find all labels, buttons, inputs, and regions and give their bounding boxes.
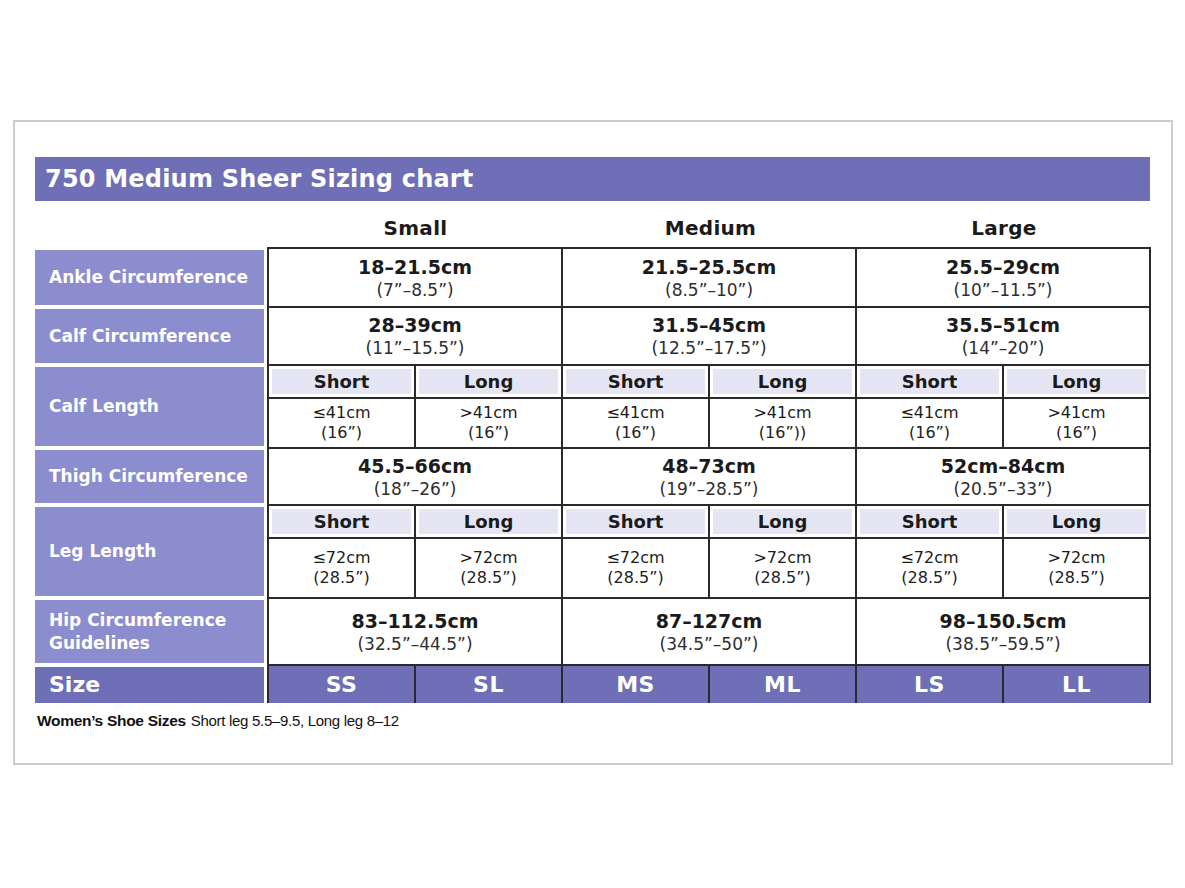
subheader-leg-medium-short: Short <box>562 505 709 538</box>
cell-calf-circ-medium: 31.5–45cm(12.5”–17.5”) <box>562 307 856 365</box>
table-row-thigh: Thigh Circumference 45.5–66cm(18”–26”) 4… <box>35 448 1150 505</box>
subheader-calf-small-long: Long <box>415 365 562 398</box>
column-header-large: Large <box>858 216 1150 244</box>
cell-hip-small: 83–112.5cm(32.5”–44.5”) <box>268 598 562 665</box>
cell-thigh-medium: 48–73cm(19”–28.5”) <box>562 448 856 505</box>
subheader-leg-small-long: Long <box>415 505 562 538</box>
cell-leg-length-ll: >72cm(28.5”) <box>1003 538 1150 598</box>
cell-calf-length-ss: ≤41cm(16”) <box>268 398 415 448</box>
subheader-calf-medium-short: Short <box>562 365 709 398</box>
table-row-ankle: Ankle Circumference 18–21.5cm(7”–8.5”) 2… <box>35 248 1150 307</box>
cell-size-ls: LS <box>856 665 1003 703</box>
subheader-calf-small-short: Short <box>268 365 415 398</box>
subheader-leg-large-long: Long <box>1003 505 1150 538</box>
row-label-size: Size <box>35 665 268 703</box>
footnote-bold: Women’s Shoe Sizes <box>37 712 186 729</box>
row-label-thigh: Thigh Circumference <box>35 448 268 505</box>
cell-calf-length-ml: >41cm(16”)) <box>709 398 856 448</box>
subheader-calf-medium-long: Long <box>709 365 856 398</box>
subheader-leg-large-short: Short <box>856 505 1003 538</box>
cell-ankle-large: 25.5–29cm(10”–11.5”) <box>856 248 1150 307</box>
subheader-leg-medium-long: Long <box>709 505 856 538</box>
cell-size-ml: ML <box>709 665 856 703</box>
cell-leg-length-ls: ≤72cm(28.5”) <box>856 538 1003 598</box>
cell-leg-length-ms: ≤72cm(28.5”) <box>562 538 709 598</box>
sizing-chart-card: 750 Medium Sheer Sizing chart Small Medi… <box>13 120 1173 765</box>
cell-size-ss: SS <box>268 665 415 703</box>
subheader-calf-large-short: Short <box>856 365 1003 398</box>
cell-size-sl: SL <box>415 665 562 703</box>
cell-leg-length-ss: ≤72cm(28.5”) <box>268 538 415 598</box>
cell-calf-circ-large: 35.5–51cm(14”–20”) <box>856 307 1150 365</box>
cell-size-ms: MS <box>562 665 709 703</box>
footnote-text: Short leg 5.5–9.5, Long leg 8–12 <box>191 712 399 729</box>
cell-calf-length-ll: >41cm(16”) <box>1003 398 1150 448</box>
table-row-calf-length-subheader: Calf Length Short Long Short Long Short … <box>35 365 1150 398</box>
footnote: Women’s Shoe Sizes Short leg 5.5–9.5, Lon… <box>37 712 399 730</box>
cell-calf-length-ms: ≤41cm(16”) <box>562 398 709 448</box>
cell-ankle-small: 18–21.5cm(7”–8.5”) <box>268 248 562 307</box>
table-row-calf-circumference: Calf Circumference 28–39cm(11”–15.5”) 31… <box>35 307 1150 365</box>
table-row-leg-length-subheader: Leg Length Short Long Short Long Short L… <box>35 505 1150 538</box>
cell-leg-length-ml: >72cm(28.5”) <box>709 538 856 598</box>
subheader-calf-large-long: Long <box>1003 365 1150 398</box>
cell-calf-circ-small: 28–39cm(11”–15.5”) <box>268 307 562 365</box>
cell-calf-length-sl: >41cm(16”) <box>415 398 562 448</box>
row-label-calf-circumference: Calf Circumference <box>35 307 268 365</box>
cell-thigh-large: 52cm–84cm(20.5”–33”) <box>856 448 1150 505</box>
chart-title: 750 Medium Sheer Sizing chart <box>45 165 474 193</box>
cell-size-ll: LL <box>1003 665 1150 703</box>
chart-title-bar: 750 Medium Sheer Sizing chart <box>35 157 1150 201</box>
row-label-hip: Hip Circumference Guidelines <box>35 598 268 665</box>
row-label-calf-length: Calf Length <box>35 365 268 448</box>
cell-leg-length-sl: >72cm(28.5”) <box>415 538 562 598</box>
sizing-table: Ankle Circumference 18–21.5cm(7”–8.5”) 2… <box>35 247 1151 703</box>
row-label-ankle: Ankle Circumference <box>35 248 268 307</box>
table-row-hip: Hip Circumference Guidelines 83–112.5cm(… <box>35 598 1150 665</box>
cell-ankle-medium: 21.5–25.5cm(8.5”–10”) <box>562 248 856 307</box>
cell-hip-large: 98–150.5cm(38.5”–59.5”) <box>856 598 1150 665</box>
cell-thigh-small: 45.5–66cm(18”–26”) <box>268 448 562 505</box>
column-header-small: Small <box>268 216 563 244</box>
cell-calf-length-ls: ≤41cm(16”) <box>856 398 1003 448</box>
table-row-size: Size SS SL MS ML LS LL <box>35 665 1150 703</box>
cell-hip-medium: 87–127cm(34.5”–50”) <box>562 598 856 665</box>
column-header-medium: Medium <box>563 216 858 244</box>
subheader-leg-small-short: Short <box>268 505 415 538</box>
row-label-leg-length: Leg Length <box>35 505 268 598</box>
